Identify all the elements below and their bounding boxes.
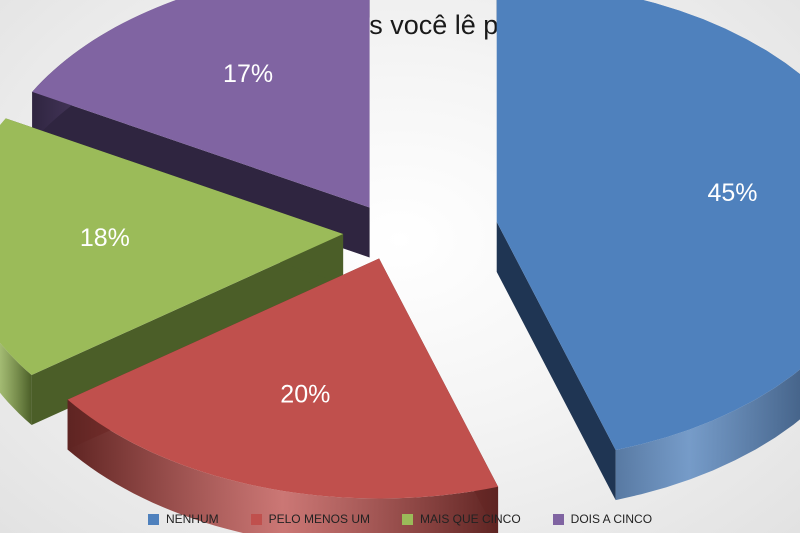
- pie-slice-wall-nenhum-1: [496, 221, 616, 501]
- pie-slice-rim-pelo-menos-um: [67, 399, 499, 533]
- pie-slice-wall-mais-que-cinco-0: [31, 233, 344, 426]
- legend-label-dois-a-cinco: DOIS A CINCO: [570, 512, 653, 526]
- pie-slice-top-nenhum: [496, 0, 800, 451]
- legend-item-pelo-menos-um: PELO MENOS UM: [250, 512, 370, 526]
- pie-slice-top-dois-a-cinco: [32, 0, 370, 208]
- pie-slice-pelo-menos-um: [67, 258, 499, 533]
- slice-value-label-dois-a-cinco: 17%: [223, 60, 273, 88]
- legend-item-nenhum: NENHUM: [147, 512, 219, 526]
- pie-slice-top-pelo-menos-um: [67, 258, 499, 499]
- legend-label-mais-que-cinco: MAIS QUE CINCO: [419, 512, 521, 526]
- legend-swatch-mais-que-cinco: [401, 513, 413, 525]
- pie-slice-nenhum: [496, 0, 800, 501]
- slice-value-label-pelo-menos-um: 20%: [280, 381, 330, 409]
- legend-swatch-pelo-menos-um: [250, 513, 262, 525]
- slice-value-label-mais-que-cinco: 18%: [80, 224, 130, 252]
- legend-label-pelo-menos-um: PELO MENOS UM: [268, 512, 370, 526]
- legend-item-dois-a-cinco: DOIS A CINCO: [552, 512, 653, 526]
- legend-label-nenhum: NENHUM: [165, 512, 219, 526]
- pie-slice-mais-que-cinco: [0, 118, 344, 426]
- legend-swatch-dois-a-cinco: [552, 513, 564, 525]
- pie-slice-top-mais-que-cinco: [0, 118, 344, 376]
- legend-item-mais-que-cinco: MAIS QUE CINCO: [401, 512, 521, 526]
- slice-value-label-nenhum: 45%: [707, 179, 757, 207]
- chart-legend: NENHUM PELO MENOS UM MAIS QUE CINCO DOIS…: [0, 512, 800, 526]
- legend-swatch-nenhum: [147, 513, 159, 525]
